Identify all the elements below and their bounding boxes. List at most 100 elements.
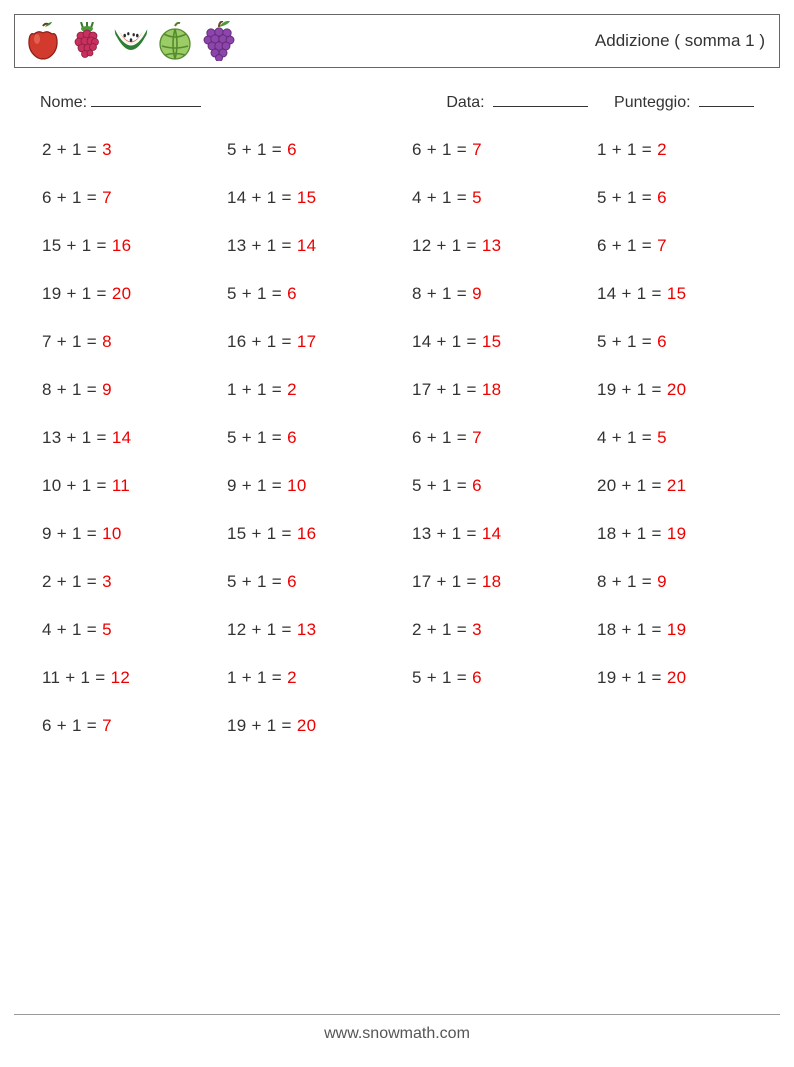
problem-answer: 6 <box>657 188 667 207</box>
problem-cell: 16 + 1 = 17 <box>227 332 404 352</box>
problem-answer: 13 <box>297 620 317 639</box>
problem-answer: 16 <box>112 236 132 255</box>
problem-cell: 14 + 1 = 15 <box>597 284 774 304</box>
problem-cell: 1 + 1 = 2 <box>227 380 404 400</box>
problem-answer: 15 <box>297 188 317 207</box>
problem-expression: 11 + 1 = <box>42 668 111 687</box>
problem-expression: 4 + 1 = <box>42 620 102 639</box>
problem-answer: 2 <box>657 140 667 159</box>
problem-cell: 2 + 1 = 3 <box>412 620 589 640</box>
problem-answer: 6 <box>287 284 297 303</box>
problem-expression: 5 + 1 = <box>412 476 472 495</box>
problem-answer: 7 <box>102 188 112 207</box>
problem-expression: 2 + 1 = <box>42 140 102 159</box>
data-field: Data: <box>446 90 588 112</box>
problem-answer: 5 <box>102 620 112 639</box>
problem-cell: 14 + 1 = 15 <box>227 188 404 208</box>
problem-expression: 1 + 1 = <box>227 668 287 687</box>
problem-answer: 7 <box>472 140 482 159</box>
worksheet-title: Addizione ( somma 1 ) <box>595 31 769 51</box>
problem-answer: 19 <box>667 620 687 639</box>
problem-cell: 18 + 1 = 19 <box>597 524 774 544</box>
problem-cell: 15 + 1 = 16 <box>42 236 219 256</box>
problem-answer: 10 <box>102 524 122 543</box>
problem-expression: 19 + 1 = <box>42 284 112 303</box>
problem-answer: 9 <box>472 284 482 303</box>
problem-cell: 1 + 1 = 2 <box>597 140 774 160</box>
header-box: Addizione ( somma 1 ) <box>14 14 780 68</box>
fruit-icon-row <box>25 21 237 61</box>
problem-answer: 6 <box>287 140 297 159</box>
problem-expression: 4 + 1 = <box>412 188 472 207</box>
problem-cell: 5 + 1 = 6 <box>597 332 774 352</box>
problems-grid: 2 + 1 = 3 5 + 1 = 6 6 + 1 = 7 1 + 1 = 2 6 + … <box>0 140 794 736</box>
problem-cell: 6 + 1 = 7 <box>412 428 589 448</box>
problem-expression: 8 + 1 = <box>597 572 657 591</box>
problem-answer: 6 <box>472 476 482 495</box>
problem-answer: 14 <box>112 428 132 447</box>
problem-cell: 18 + 1 = 19 <box>597 620 774 640</box>
nome-blank[interactable] <box>91 90 201 107</box>
problem-expression: 9 + 1 = <box>42 524 102 543</box>
problem-answer: 20 <box>112 284 132 303</box>
problem-expression: 5 + 1 = <box>597 188 657 207</box>
problem-expression: 10 + 1 = <box>42 476 112 495</box>
problem-expression: 5 + 1 = <box>227 284 287 303</box>
problem-expression: 4 + 1 = <box>597 428 657 447</box>
problem-expression: 12 + 1 = <box>412 236 482 255</box>
problem-answer: 17 <box>297 332 317 351</box>
problem-answer: 20 <box>667 668 687 687</box>
problem-expression: 5 + 1 = <box>227 572 287 591</box>
problem-cell: 4 + 1 = 5 <box>412 188 589 208</box>
problem-answer: 6 <box>472 668 482 687</box>
nome-field: Nome: <box>40 90 201 112</box>
problem-cell: 13 + 1 = 14 <box>412 524 589 544</box>
problem-expression: 17 + 1 = <box>412 572 482 591</box>
problem-cell: 1 + 1 = 2 <box>227 668 404 688</box>
problem-cell: 14 + 1 = 15 <box>412 332 589 352</box>
problem-expression: 20 + 1 = <box>597 476 667 495</box>
problem-answer: 3 <box>472 620 482 639</box>
problem-cell: 6 + 1 = 7 <box>412 140 589 160</box>
problem-expression: 15 + 1 = <box>42 236 112 255</box>
problem-expression: 6 + 1 = <box>42 716 102 735</box>
problem-cell: 8 + 1 = 9 <box>412 284 589 304</box>
punteggio-field: Punteggio: <box>614 90 754 112</box>
problem-expression: 1 + 1 = <box>597 140 657 159</box>
problem-answer: 14 <box>482 524 502 543</box>
problem-cell: 8 + 1 = 9 <box>597 572 774 592</box>
problem-expression: 17 + 1 = <box>412 380 482 399</box>
problem-cell: 12 + 1 = 13 <box>227 620 404 640</box>
problem-cell: 7 + 1 = 8 <box>42 332 219 352</box>
problem-answer: 6 <box>657 332 667 351</box>
problem-answer: 8 <box>102 332 112 351</box>
problem-cell: 6 + 1 = 7 <box>42 188 219 208</box>
problem-cell: 19 + 1 = 20 <box>597 668 774 688</box>
watermelon-icon <box>113 21 149 61</box>
problem-cell: 6 + 1 = 7 <box>42 716 219 736</box>
problem-expression: 14 + 1 = <box>412 332 482 351</box>
problem-answer: 14 <box>297 236 317 255</box>
problem-answer: 6 <box>287 428 297 447</box>
problem-expression: 5 + 1 = <box>412 668 472 687</box>
problem-expression: 6 + 1 = <box>412 140 472 159</box>
problem-cell: 19 + 1 = 20 <box>227 716 404 736</box>
problem-answer: 9 <box>657 572 667 591</box>
problem-answer: 18 <box>482 572 502 591</box>
problem-expression: 9 + 1 = <box>227 476 287 495</box>
punteggio-blank[interactable] <box>699 90 754 107</box>
footer-rule <box>14 1014 780 1015</box>
problem-answer: 21 <box>667 476 687 495</box>
problem-answer: 10 <box>287 476 307 495</box>
data-blank[interactable] <box>493 90 588 107</box>
problem-answer: 15 <box>667 284 687 303</box>
problem-cell: 17 + 1 = 18 <box>412 572 589 592</box>
problem-cell: 2 + 1 = 3 <box>42 140 219 160</box>
problem-cell: 15 + 1 = 16 <box>227 524 404 544</box>
problem-answer: 7 <box>657 236 667 255</box>
problem-cell: 5 + 1 = 6 <box>227 140 404 160</box>
problem-cell: 19 + 1 = 20 <box>42 284 219 304</box>
problem-expression: 8 + 1 = <box>412 284 472 303</box>
problem-answer: 5 <box>472 188 482 207</box>
problem-expression: 16 + 1 = <box>227 332 297 351</box>
